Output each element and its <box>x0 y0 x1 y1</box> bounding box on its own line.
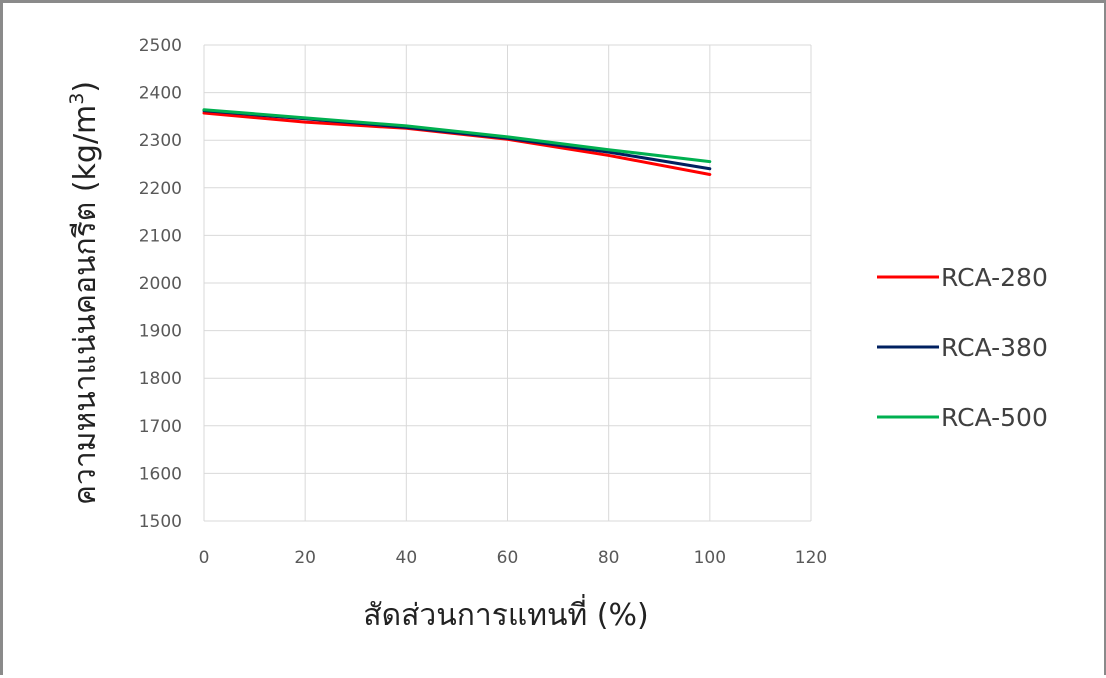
y-axis-title-main: ความหนาแน่นคอนกรีต (kg/m <box>68 105 103 505</box>
legend-label: RCA-380 <box>941 333 1048 362</box>
series-line-rca-280 <box>202 111 712 176</box>
y-tick-label: 2200 <box>139 179 182 199</box>
legend: RCA-280 RCA-380 RCA-500 <box>877 263 1048 432</box>
y-axis-title-superscript: 3 <box>66 93 88 105</box>
tick-layer: 1500 1600 1700 1800 1900 2000 2100 2200 2300 2400… <box>139 36 827 568</box>
legend-item-rca-500: RCA-500 <box>877 403 1048 432</box>
x-tick-label: 60 <box>497 548 519 568</box>
series-line-rca-500 <box>202 108 712 164</box>
y-tick-label: 2400 <box>139 84 182 104</box>
y-tick-label: 2100 <box>139 226 182 246</box>
x-tick-label: 0 <box>199 548 210 568</box>
x-tick-label: 40 <box>396 548 418 568</box>
x-tick-label: 120 <box>795 548 827 568</box>
y-tick-label: 2000 <box>139 274 182 294</box>
y-tick-label: 1700 <box>139 417 182 437</box>
legend-label: RCA-280 <box>941 263 1048 292</box>
x-axis-title: สัดส่วนการแทนที่ (%) <box>363 594 648 633</box>
y-axis-title: ความหนาแน่นคอนกรีต (kg/m3) <box>66 81 103 505</box>
chart-svg: 1500 1600 1700 1800 1900 2000 2100 2200 2300 2400… <box>66 36 1048 633</box>
y-tick-label: 2300 <box>139 131 182 151</box>
y-tick-label: 1600 <box>139 464 182 484</box>
y-tick-label: 2500 <box>139 36 182 56</box>
y-tick-label: 1800 <box>139 369 182 389</box>
y-tick-label: 1900 <box>139 322 182 342</box>
legend-item-rca-280: RCA-280 <box>877 263 1048 292</box>
legend-label: RCA-500 <box>941 403 1048 432</box>
x-tick-label: 20 <box>294 548 316 568</box>
y-axis-title-close: ) <box>68 81 103 93</box>
legend-item-rca-380: RCA-380 <box>877 333 1048 362</box>
x-tick-label: 80 <box>598 548 620 568</box>
series-layer <box>202 108 712 176</box>
grid-layer <box>203 44 812 522</box>
y-tick-label: 1500 <box>139 512 182 532</box>
x-tick-label: 100 <box>694 548 726 568</box>
